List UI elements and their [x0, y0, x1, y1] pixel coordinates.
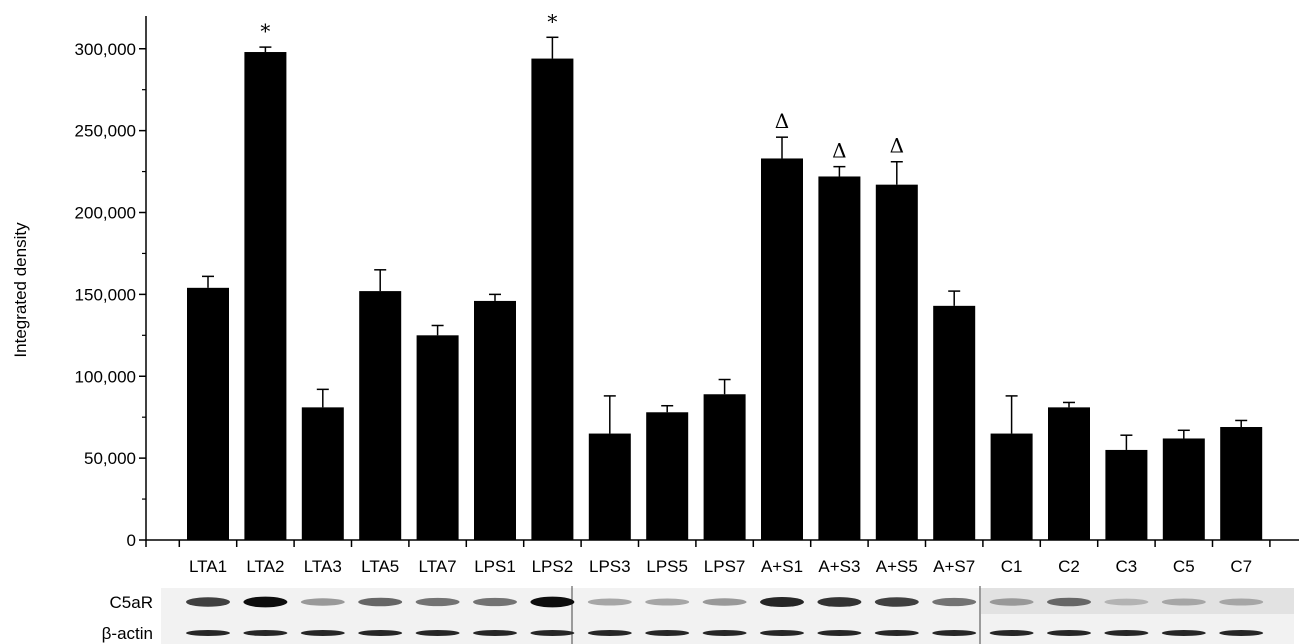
blot-band [1161, 598, 1206, 606]
x-tick-label: C3 [1116, 557, 1138, 576]
blot-band [1047, 630, 1091, 636]
y-tick-label: 0 [127, 531, 136, 550]
blot-band [243, 630, 288, 636]
blot-band [1104, 598, 1149, 606]
x-tick-label: A+S1 [761, 557, 803, 576]
blot-band [530, 630, 575, 636]
blot-band [702, 598, 747, 606]
blot-band [473, 630, 517, 636]
x-tick-label: LPS3 [589, 557, 631, 576]
blot-band [186, 630, 230, 636]
blot-band [1219, 630, 1264, 636]
blot-band [530, 596, 575, 608]
bar-lps7 [703, 394, 746, 540]
significance-delta: Δ [890, 134, 904, 158]
blot-band [300, 598, 345, 606]
y-tick-label: 300,000 [75, 40, 136, 59]
bar-c2 [1048, 407, 1090, 540]
blot-band [1047, 597, 1091, 607]
blot-band [702, 630, 747, 636]
bar-c7 [1220, 427, 1263, 540]
blot-band [932, 630, 977, 636]
y-axis-label: Integrated density [11, 222, 30, 358]
significance-asterisk: * [547, 9, 557, 33]
blot-band [1161, 630, 1206, 636]
x-tick-label: LPS2 [532, 557, 574, 576]
bar-lps2 [531, 58, 574, 540]
x-tick-label: LPS7 [704, 557, 746, 576]
bar-lta5 [359, 291, 402, 540]
y-tick-label: 100,000 [75, 367, 136, 386]
x-tick-label: LPS5 [646, 557, 688, 576]
y-tick-label: 250,000 [75, 122, 136, 141]
x-tick-label: LTA1 [189, 557, 227, 576]
x-tick-label: C2 [1058, 557, 1080, 576]
bar-lta3 [301, 407, 344, 540]
significance-delta: Δ [775, 109, 789, 133]
bar-apluss3 [818, 176, 861, 540]
blot-band [358, 597, 403, 607]
x-tick-label: A+S7 [933, 557, 975, 576]
blot-band [645, 598, 690, 606]
blot-band [473, 597, 517, 607]
western-blot: C5aR β-actin [102, 586, 1294, 644]
bar-lta7 [416, 335, 459, 540]
blot-band [186, 597, 230, 607]
blot-band [587, 598, 632, 606]
blot-band [415, 597, 460, 607]
x-tick-label: C7 [1230, 557, 1252, 576]
y-tick-label: 50,000 [84, 449, 136, 468]
x-tick-label: LTA2 [246, 557, 284, 576]
blot-band [932, 597, 977, 607]
blot-band [645, 630, 690, 636]
blot-band [415, 630, 460, 636]
bar-c3 [1105, 449, 1148, 540]
blot-band [874, 630, 919, 636]
y-tick-label: 150,000 [75, 285, 136, 304]
bar-c5 [1162, 438, 1205, 540]
blot-row-label: β-actin [102, 624, 153, 643]
x-axis: LTA1 LTA2 LTA3 LTA5 LTA7 LPS1 LPS2 LPS3 LPS5 LPS7… [145, 539, 1299, 576]
bar-lps3 [588, 433, 631, 540]
blot-band [817, 597, 862, 607]
y-tick-label: 200,000 [75, 204, 136, 223]
blot-band [243, 596, 288, 608]
x-tick-label: LPS1 [474, 557, 516, 576]
blot-band [587, 630, 632, 636]
blot-band [760, 596, 804, 608]
bar-lps5 [646, 412, 689, 540]
x-tick-label: C5 [1173, 557, 1195, 576]
blot-band [874, 597, 919, 607]
blot-band [817, 630, 862, 636]
bar-apluss5 [875, 184, 918, 540]
bars: * * Δ Δ Δ [187, 9, 1263, 541]
blot-band [989, 630, 1034, 636]
x-tick-label: C1 [1001, 557, 1023, 576]
bar-lta2 [244, 52, 287, 541]
x-tick-label: LTA7 [419, 557, 457, 576]
blot-band [1104, 630, 1149, 636]
bar-apluss7 [933, 305, 976, 540]
significance-delta: Δ [832, 139, 846, 163]
bar-c1 [990, 433, 1033, 540]
blot-band [989, 598, 1034, 606]
x-tick-label: LTA5 [361, 557, 399, 576]
blot-band [300, 630, 345, 636]
blot-band [760, 630, 804, 636]
bar-lta1 [187, 287, 229, 540]
blot-row-label: C5aR [110, 593, 153, 612]
y-axis: 0 50,000 100,000 150,000 200,000 250,000 300,0… [75, 16, 147, 550]
x-tick-label: A+S5 [876, 557, 918, 576]
blot-band [358, 630, 403, 636]
x-tick-label: LTA3 [304, 557, 342, 576]
significance-asterisk: * [260, 19, 270, 43]
bar-lps1 [474, 300, 516, 540]
blot-band [1219, 598, 1264, 606]
bar-apluss1 [761, 158, 803, 540]
x-tick-label: A+S3 [818, 557, 860, 576]
